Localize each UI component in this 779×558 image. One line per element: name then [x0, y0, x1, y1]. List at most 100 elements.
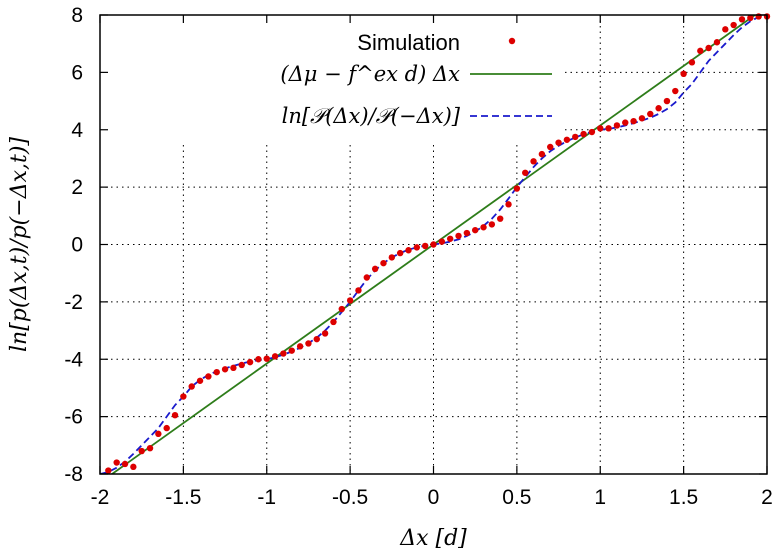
simulation-point — [313, 335, 320, 343]
simulation-point — [547, 143, 554, 151]
simulation-point — [396, 249, 404, 257]
legend-label-linear: (Δμ − f^ex d) Δx — [280, 62, 460, 86]
grid — [100, 15, 767, 474]
simulation-point — [163, 424, 170, 432]
simulation-point — [363, 274, 370, 281]
simulation-point — [113, 459, 120, 466]
simulation-point — [513, 185, 521, 192]
simulation-point — [355, 287, 362, 294]
simulation-point — [597, 125, 604, 132]
simulation-point — [538, 150, 546, 158]
x-tick-label: -1.5 — [165, 486, 201, 509]
simulation-point — [346, 297, 354, 304]
legend-label-ratio: ln[𝒫(Δx)/𝒫(−Δx)] — [282, 104, 461, 128]
simulation-point — [205, 373, 212, 380]
simulation-point — [105, 467, 112, 474]
simulation-point — [722, 26, 729, 33]
simulation-point — [130, 463, 137, 471]
simulation-point — [555, 139, 562, 146]
simulation-point — [630, 117, 637, 125]
y-axis-label: ln[p(Δx,t)/p(−Δx,t)] — [7, 137, 32, 352]
simulation-point — [463, 229, 471, 237]
simulation-point — [380, 259, 387, 267]
legend: Simulation (Δμ − f^ex d) Δx ln[𝒫(Δx)/𝒫(−… — [280, 30, 552, 128]
simulation-point — [488, 221, 496, 228]
simulation-point — [522, 169, 529, 176]
legend-key-simulation — [508, 37, 516, 45]
x-tick-label: 1.5 — [669, 486, 698, 509]
simulation-point — [371, 265, 379, 273]
y-tick-label: -8 — [64, 463, 83, 486]
simulation-point — [730, 21, 737, 29]
simulation-point — [338, 305, 345, 313]
legend-label-simulation: Simulation — [357, 30, 460, 55]
simulation-point — [121, 460, 129, 468]
simulation-point — [655, 105, 662, 112]
simulation-point — [605, 125, 612, 132]
x-tick-label: 0.5 — [502, 486, 531, 509]
simulation-point — [563, 136, 571, 143]
simulation-point — [622, 119, 629, 126]
simulation-point — [755, 13, 762, 20]
simulation-point — [688, 59, 696, 66]
simulation-point — [296, 343, 304, 350]
simulation-point — [505, 201, 512, 208]
simulation-point — [471, 226, 479, 234]
x-tick-label: 0 — [428, 486, 440, 509]
simulation-point — [430, 241, 437, 248]
y-tick-label: 8 — [71, 4, 83, 27]
simulation-point — [455, 232, 462, 240]
simulation-point — [663, 97, 671, 105]
simulation-point — [421, 242, 429, 250]
simulation-point — [138, 447, 145, 455]
simulation-point — [305, 340, 312, 347]
simulation-point — [680, 70, 687, 78]
simulation-point — [713, 39, 721, 46]
simulation-point — [155, 430, 162, 438]
simulation-point — [271, 353, 279, 360]
simulation-point — [580, 130, 587, 138]
simulation-point — [413, 244, 421, 251]
simulation-point — [255, 356, 262, 363]
simulation-point — [697, 47, 704, 55]
simulation-point — [738, 16, 746, 23]
simulation-point — [747, 14, 754, 22]
simulation-point — [180, 393, 187, 400]
x-tick-label: -2 — [91, 486, 110, 509]
simulation-point — [263, 355, 270, 362]
simulation-point — [321, 330, 329, 337]
simulation-point — [288, 347, 295, 354]
simulation-point — [405, 247, 412, 254]
simulation-point — [638, 115, 646, 122]
x-tick-label: 1 — [594, 486, 606, 509]
simulation-point — [246, 358, 254, 366]
simulation-point — [213, 368, 220, 376]
simulation-point — [171, 411, 179, 419]
simulation-point — [238, 361, 245, 369]
simulation-point — [672, 87, 679, 95]
simulation-point — [188, 383, 195, 390]
simulation-point — [146, 444, 154, 452]
y-tick-label: -6 — [64, 406, 83, 429]
simulation-point — [588, 128, 596, 136]
simulation-point — [221, 366, 229, 373]
simulation-point — [438, 238, 446, 245]
simulation-point — [497, 215, 504, 222]
y-tick-label: 0 — [71, 234, 83, 257]
ticks: -2 -1.5 -1 -0.5 0 0.5 1 1.5 2 -8 -6 -4 -2 0 2 4 6 8 — [64, 4, 773, 509]
simulation-point — [613, 122, 621, 129]
y-tick-label: -2 — [64, 291, 83, 314]
simulation-point — [230, 364, 237, 372]
simulation-point — [647, 110, 654, 118]
simulation-point — [705, 44, 712, 52]
simulation-point — [280, 350, 287, 357]
x-axis-label: Δx [d] — [399, 526, 467, 551]
y-tick-label: 6 — [71, 61, 83, 84]
y-tick-label: 2 — [71, 176, 83, 199]
x-tick-label: 2 — [761, 486, 773, 509]
simulation-point — [480, 224, 487, 231]
x-tick-label: -1 — [257, 486, 276, 509]
simulation-point — [388, 254, 396, 261]
y-tick-label: 4 — [71, 119, 83, 142]
